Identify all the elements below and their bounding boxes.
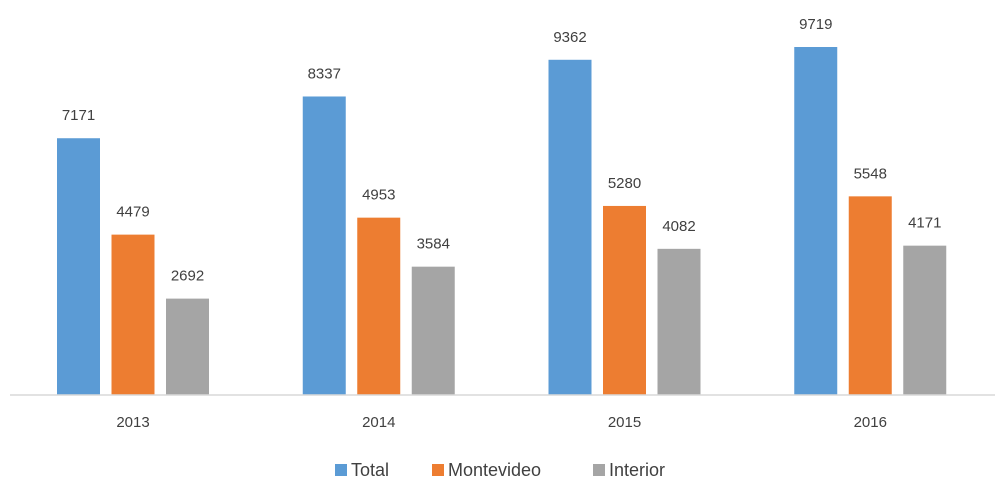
legend-label: Total xyxy=(351,460,389,480)
data-label: 7171 xyxy=(62,107,95,124)
data-label: 8337 xyxy=(308,65,341,82)
bar xyxy=(57,138,100,396)
bar xyxy=(548,59,592,395)
data-label: 4479 xyxy=(116,204,149,221)
legend: Total Montevideo Interior xyxy=(335,460,665,480)
bar xyxy=(357,217,401,395)
bar xyxy=(302,96,346,395)
bar xyxy=(111,234,155,395)
data-label: 4082 xyxy=(662,218,695,235)
bar xyxy=(848,196,892,395)
x-tick-label: 2015 xyxy=(608,414,641,431)
legend-swatch xyxy=(432,464,444,476)
legend-label: Interior xyxy=(609,460,665,480)
data-label: 9719 xyxy=(799,16,832,33)
legend-swatch xyxy=(593,464,605,476)
legend-label: Montevideo xyxy=(448,460,541,480)
x-tick-label: 2014 xyxy=(362,414,395,431)
legend-swatch xyxy=(335,464,347,476)
data-label: 4171 xyxy=(908,215,941,232)
x-tick-label: 2016 xyxy=(854,414,887,431)
bar xyxy=(411,266,455,395)
data-label: 5548 xyxy=(854,165,887,182)
x-tick-label: 2013 xyxy=(116,414,149,431)
data-label: 4953 xyxy=(362,187,395,204)
bar xyxy=(903,245,947,395)
data-label: 5280 xyxy=(608,175,641,192)
bar xyxy=(603,205,646,395)
data-label: 3584 xyxy=(417,236,450,253)
data-label: 2692 xyxy=(171,268,204,285)
bar xyxy=(166,298,209,395)
bar xyxy=(657,248,701,395)
bar xyxy=(794,47,838,395)
data-label: 9362 xyxy=(553,29,586,46)
